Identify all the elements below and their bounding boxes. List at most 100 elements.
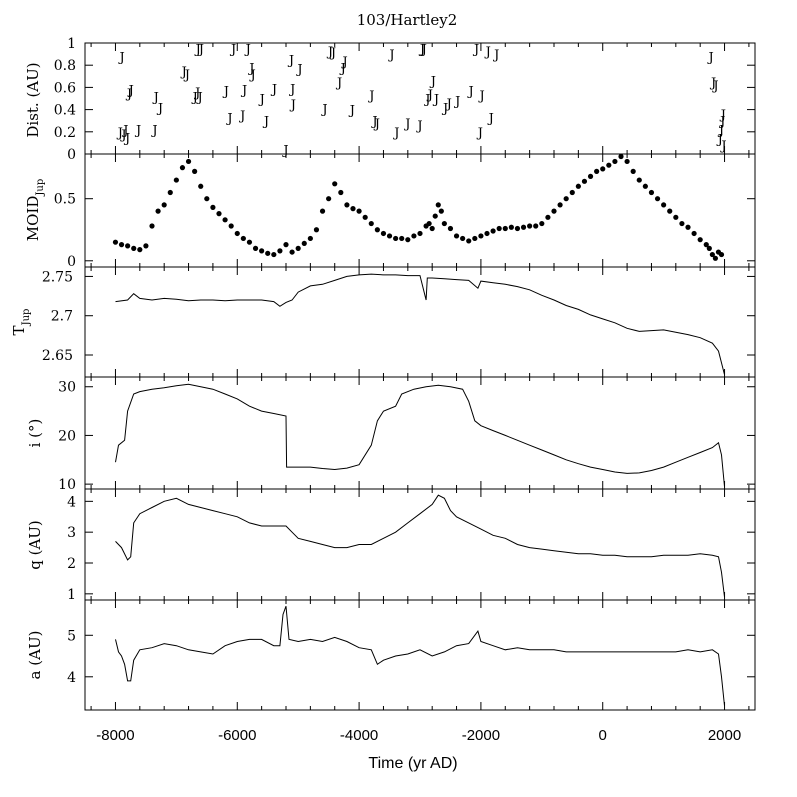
moid-points xyxy=(112,153,725,261)
encounter-point-j: J xyxy=(152,90,159,105)
moid-point xyxy=(636,177,642,183)
a-axis-ticks: 45 xyxy=(67,600,755,710)
encounter-point-j: J xyxy=(229,43,236,58)
moid-point xyxy=(228,223,234,229)
y-tick-label: 0.4 xyxy=(54,103,76,119)
encounter-point-j: J xyxy=(197,43,204,58)
moid-point xyxy=(520,224,527,230)
moid-point xyxy=(319,208,326,214)
moid-point xyxy=(654,196,661,202)
y-tick-label: 3 xyxy=(67,525,76,541)
encounter-point-j: J xyxy=(418,43,425,58)
moid-point xyxy=(386,233,393,239)
encounter-point-j: J xyxy=(423,93,430,108)
moid-point xyxy=(112,239,119,245)
moid-point xyxy=(667,208,673,214)
moid-point xyxy=(441,220,447,227)
moid-point xyxy=(411,233,417,239)
encounter-point-j: J xyxy=(403,117,410,132)
encounter-point-j: J xyxy=(707,50,714,65)
encounter-point-j: J xyxy=(183,68,190,83)
tjup-ylabel-main: T xyxy=(10,325,28,335)
moid-point xyxy=(502,225,508,232)
moid-point xyxy=(405,237,411,243)
moid-point xyxy=(338,189,344,196)
panel-a: a (AU) 45 xyxy=(26,599,756,711)
moid-point xyxy=(289,249,295,255)
moid-point xyxy=(356,208,362,214)
encounter-point-j: J xyxy=(719,139,726,154)
incl-frame xyxy=(84,376,756,490)
y-tick-label: 2.65 xyxy=(42,348,73,364)
moid-point xyxy=(496,225,502,232)
encounter-point-j: J xyxy=(373,117,380,132)
moid-point xyxy=(679,220,685,227)
moid-point xyxy=(295,245,301,251)
encounter-point-j: J xyxy=(196,90,203,105)
moid-point xyxy=(125,243,131,249)
encounter-point-j: J xyxy=(453,95,460,110)
moid-point xyxy=(326,196,332,202)
encounter-point-j: J xyxy=(467,85,474,100)
moid-point xyxy=(198,183,204,189)
moid-point xyxy=(350,206,356,212)
incl-series-line xyxy=(115,383,725,487)
moid-point xyxy=(234,230,240,237)
moid-point xyxy=(179,165,186,171)
figure-title: 103/Hartley2 xyxy=(357,11,458,29)
encounter-point-j: J xyxy=(244,43,251,58)
encounter-point-j: J xyxy=(119,128,126,143)
y-tick-label: 1 xyxy=(67,587,76,603)
y-tick-label: 4 xyxy=(67,670,76,686)
moid-point xyxy=(453,233,460,239)
dist-axis-ticks: 0 0.2 0.4 0.6 0.8 1 xyxy=(54,36,755,163)
moid-ylabel: MOIDJup xyxy=(24,179,46,241)
moid-point xyxy=(344,202,350,208)
moid-point xyxy=(618,153,624,160)
moid-point xyxy=(283,242,289,248)
encounter-point-j: J xyxy=(719,108,726,123)
dist-ylabel: Dist. (AU) xyxy=(24,62,42,137)
incl-curve xyxy=(115,383,725,487)
y-tick-label: 2.7 xyxy=(51,309,73,325)
moid-point xyxy=(460,235,466,242)
moid-point xyxy=(432,213,438,219)
encounter-point-j: J xyxy=(392,126,399,141)
moid-point xyxy=(569,189,575,196)
moid-point xyxy=(313,227,320,233)
moid-frame xyxy=(84,153,756,268)
moid-point xyxy=(252,245,259,251)
moid-point xyxy=(630,168,636,174)
encounter-point-j: J xyxy=(478,89,485,104)
encounter-point-j: J xyxy=(340,55,347,70)
moid-point xyxy=(697,237,703,243)
x-tick-label: -2000 xyxy=(462,727,500,744)
moid-point xyxy=(368,220,374,227)
moid-point xyxy=(393,235,399,242)
q-curve xyxy=(115,494,725,597)
moid-point xyxy=(155,208,161,214)
moid-point xyxy=(685,224,691,230)
moid-point xyxy=(600,166,606,172)
moid-point xyxy=(472,235,478,242)
a-frame xyxy=(84,599,756,711)
encounter-point-j: J xyxy=(123,131,130,146)
tjup-frame xyxy=(84,266,756,378)
encounter-point-j: J xyxy=(487,111,494,126)
a-series-line xyxy=(115,606,725,706)
tjup-ylabel: TJup xyxy=(10,309,32,336)
encounter-point-j: J xyxy=(387,48,394,63)
moid-point xyxy=(527,223,533,229)
encounter-point-j: J xyxy=(348,104,355,119)
y-tick-label: 30 xyxy=(58,380,76,396)
encounter-point-j: J xyxy=(247,61,254,76)
moid-point xyxy=(222,217,228,223)
moid-point xyxy=(161,202,167,208)
encounter-point-j: J xyxy=(415,119,422,134)
moid-point xyxy=(399,235,405,242)
encounter-point-j: J xyxy=(156,101,163,116)
encounter-point-j: J xyxy=(258,93,265,108)
encounter-point-j: J xyxy=(339,61,346,76)
moid-point xyxy=(490,228,496,234)
moid-point xyxy=(673,214,679,220)
